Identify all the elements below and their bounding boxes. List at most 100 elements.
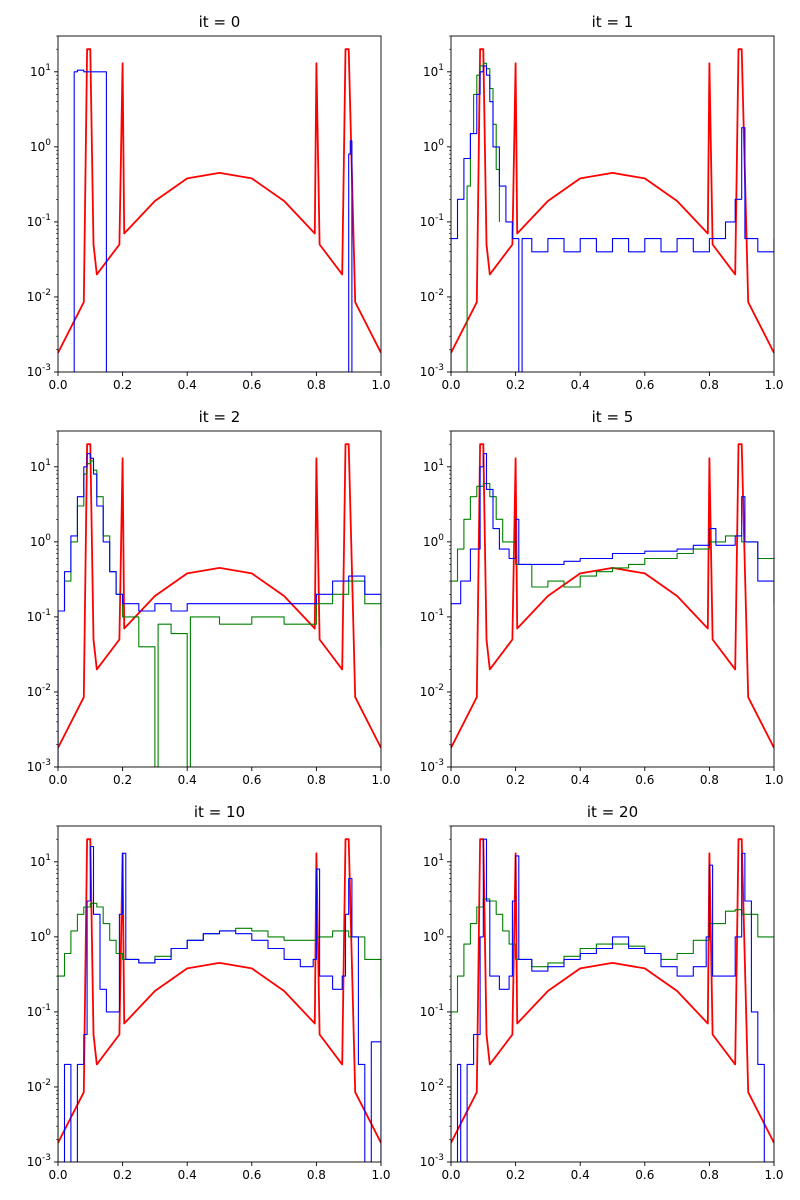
y-tick-label: 10-3 xyxy=(420,758,444,774)
y-tick-label: 10-3 xyxy=(27,1153,51,1169)
x-tick-label: 0.8 xyxy=(307,378,326,392)
x-tick-label: 0.6 xyxy=(635,378,654,392)
x-tick-label: 0.2 xyxy=(113,378,132,392)
series-target-line xyxy=(451,838,774,1144)
series-previous-line xyxy=(466,62,500,372)
y-tick-label: 101 xyxy=(423,63,444,79)
x-tick-label: 0.8 xyxy=(700,378,719,392)
y-tick-label: 10-1 xyxy=(420,1003,444,1019)
y-tick-label: 10-2 xyxy=(27,683,51,699)
series-target-line xyxy=(451,48,774,354)
y-tick-label: 10-3 xyxy=(27,758,51,774)
x-tick-label: 0.4 xyxy=(571,1168,590,1182)
y-tick-label: 100 xyxy=(30,533,51,549)
y-tick-label: 10-1 xyxy=(27,608,51,624)
y-tick-label: 10-2 xyxy=(420,288,444,304)
panel-it-10: it = 10 0.0 0.2 0.4 0.6 0.8 1.0 10-3 10-2 10-1 100… xyxy=(27,803,391,1182)
x-tick-label: 1.0 xyxy=(764,1168,783,1182)
plot-frame xyxy=(57,430,382,768)
series-current-line xyxy=(451,453,774,767)
x-tick-label: 0.2 xyxy=(506,378,525,392)
panel-it-1: it = 1 0.0 0.2 0.4 0.6 0.8 1.0 10-3 10-2 10-1 100 1… xyxy=(420,13,784,392)
y-tick-label: 10-2 xyxy=(27,1078,51,1094)
y-tick-label: 101 xyxy=(423,853,444,869)
x-tick-label: 0.8 xyxy=(307,1168,326,1182)
x-tick-label: 0.4 xyxy=(178,773,197,787)
x-tick-label: 0.4 xyxy=(571,378,590,392)
panel-it-20: it = 20 0.0 0.2 0.4 0.6 0.8 1.0 10-3 10-2 10-1 100… xyxy=(420,803,784,1182)
y-tick-label: 10-3 xyxy=(420,1153,444,1169)
y-tick-label: 10-2 xyxy=(27,288,51,304)
series-previous-line xyxy=(58,902,381,1162)
chart-title: it = 5 xyxy=(592,408,634,426)
x-tick-label: 0.6 xyxy=(635,1168,654,1182)
series-current-line xyxy=(73,69,353,372)
series-previous-line xyxy=(451,898,774,1162)
y-tick-label: 101 xyxy=(30,458,51,474)
x-tick-label: 0.8 xyxy=(700,1168,719,1182)
chart-title: it = 1 xyxy=(592,13,634,31)
y-tick-label: 100 xyxy=(30,928,51,944)
x-tick-label: 0.0 xyxy=(441,378,460,392)
series-current-line xyxy=(451,65,774,372)
x-tick-label: 0.2 xyxy=(113,1168,132,1182)
y-tick-label: 100 xyxy=(30,138,51,154)
panel-it-2: it = 2 0.0 0.2 0.4 0.6 0.8 1.0 10-3 10-2 10-1 100 1… xyxy=(27,408,391,787)
y-tick-label: 10-2 xyxy=(420,1078,444,1094)
panel-it-5: it = 5 0.0 0.2 0.4 0.6 0.8 1.0 10-3 10-2 10-1 100 1… xyxy=(420,408,784,787)
y-tick-label: 10-2 xyxy=(420,683,444,699)
x-tick-label: 0.6 xyxy=(242,1168,261,1182)
x-tick-label: 0.2 xyxy=(506,773,525,787)
x-tick-label: 0.4 xyxy=(178,1168,197,1182)
x-tick-label: 1.0 xyxy=(764,378,783,392)
y-tick-label: 101 xyxy=(30,63,51,79)
x-tick-label: 0.8 xyxy=(307,773,326,787)
series-target-line xyxy=(58,838,381,1144)
x-tick-label: 0.0 xyxy=(48,1168,67,1182)
series-target-line xyxy=(58,48,381,354)
x-tick-label: 1.0 xyxy=(764,773,783,787)
series-target-line xyxy=(451,443,774,749)
y-tick-label: 10-3 xyxy=(27,363,51,379)
x-tick-label: 0.4 xyxy=(178,378,197,392)
y-tick-label: 100 xyxy=(423,533,444,549)
y-tick-label: 10-1 xyxy=(27,213,51,229)
x-tick-label: 0.6 xyxy=(242,378,261,392)
y-tick-label: 100 xyxy=(423,138,444,154)
panel-it-0: it = 0 0.0 0.2 0.4 0.6 0.8 1.0 10-3 10-2 10-1 100 1… xyxy=(27,13,391,392)
x-tick-label: 0.2 xyxy=(506,1168,525,1182)
series-previous-line xyxy=(451,482,774,767)
series-previous-line xyxy=(58,460,381,767)
x-tick-label: 0.4 xyxy=(571,773,590,787)
chart-title: it = 0 xyxy=(199,13,241,31)
chart-title: it = 20 xyxy=(587,803,638,821)
x-tick-label: 0.6 xyxy=(635,773,654,787)
chart-title: it = 2 xyxy=(199,408,241,426)
x-tick-label: 1.0 xyxy=(371,773,390,787)
y-tick-label: 10-1 xyxy=(420,213,444,229)
series-current-line xyxy=(451,838,774,1162)
x-tick-label: 1.0 xyxy=(371,1168,390,1182)
series-current-line xyxy=(58,453,381,767)
series-target-line xyxy=(58,443,381,749)
chart-title: it = 10 xyxy=(194,803,245,821)
x-tick-label: 0.0 xyxy=(441,773,460,787)
series-current-line xyxy=(58,845,381,1162)
x-tick-label: 0.6 xyxy=(242,773,261,787)
plot-frame xyxy=(450,825,775,1163)
y-tick-label: 10-1 xyxy=(420,608,444,624)
x-tick-label: 0.2 xyxy=(113,773,132,787)
y-tick-label: 101 xyxy=(30,853,51,869)
x-tick-label: 0.0 xyxy=(48,378,67,392)
x-tick-label: 0.0 xyxy=(441,1168,460,1182)
x-tick-label: 1.0 xyxy=(371,378,390,392)
y-tick-label: 10-1 xyxy=(27,1003,51,1019)
x-tick-label: 0.8 xyxy=(700,773,719,787)
plot-frame xyxy=(57,35,382,373)
plot-frame xyxy=(450,35,775,373)
plot-frame xyxy=(450,430,775,768)
x-tick-label: 0.0 xyxy=(48,773,67,787)
y-tick-label: 101 xyxy=(423,458,444,474)
plot-frame xyxy=(57,825,382,1163)
